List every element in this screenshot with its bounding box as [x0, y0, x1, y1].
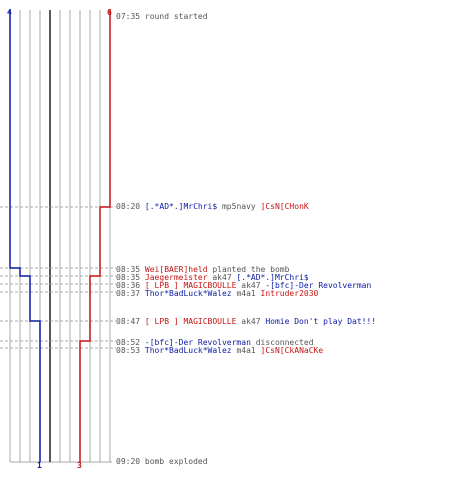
- weapon-name: m4a1: [231, 346, 261, 355]
- player-name: Wei[BAER]held: [144, 265, 208, 274]
- event-time: 08:35: [116, 273, 141, 282]
- event-text: bomb exploded: [144, 457, 208, 466]
- event-row: 08:36 [ LPB ] MAGICBOULLE ak47 -[bfc]-De…: [116, 281, 371, 290]
- ct-end-count: 1: [37, 461, 42, 470]
- attacker-name: [ LPB ] MAGICBOULLE: [144, 281, 237, 290]
- victim-name: Homie Don't play Dat!!!: [265, 317, 377, 326]
- attacker-name: Thor*BadLuck*Walez: [144, 289, 232, 298]
- event-time: 08:53: [116, 346, 141, 355]
- ct-alive-line: [9, 10, 41, 462]
- event-row: 08:35 Wei[BAER]held planted the bomb: [116, 265, 289, 274]
- victim-name: Intruder2030: [260, 289, 319, 298]
- event-text: disconnected: [250, 338, 314, 347]
- weapon-name: m4a1: [231, 289, 261, 298]
- player-name: -[bfc]-Der Revolverman: [144, 338, 251, 347]
- attacker-name: [ LPB ] MAGICBOULLE: [144, 317, 237, 326]
- event-time: 08:36: [116, 281, 141, 290]
- event-row: 08:20 [.*AD*.]MrChri$ mp5navy ]CsN[CHonK: [116, 202, 309, 211]
- event-row: 08:53 Thor*BadLuck*Walez m4a1 ]CsN[CkANa…: [116, 346, 323, 355]
- event-time: 08:52: [116, 338, 141, 347]
- attacker-name: Thor*BadLuck*Walez: [144, 346, 232, 355]
- event-time: 07:35: [116, 12, 141, 21]
- weapon-name: mp5navy: [217, 202, 261, 211]
- event-text: round started: [144, 12, 208, 21]
- t-start-count: 6: [107, 8, 112, 17]
- victim-name: -[bfc]-Der Revolverman: [265, 281, 372, 290]
- victim-name: [.*AD*.]MrChri$: [236, 273, 309, 282]
- weapon-name: ak47: [207, 273, 237, 282]
- weapon-name: ak47: [236, 317, 266, 326]
- victim-name: ]CsN[CkANaCKe: [260, 346, 324, 355]
- event-row: 08:35 Jaegermeister ak47 [.*AD*.]MrChri$: [116, 273, 309, 282]
- attacker-name: [.*AD*.]MrChri$: [144, 202, 218, 211]
- attacker-name: Jaegermeister: [144, 273, 208, 282]
- event-time: 08:35: [116, 265, 141, 274]
- event-guides: [0, 206, 116, 349]
- event-row: 07:35 round started: [116, 12, 208, 21]
- alive-count-graph: [0, 10, 116, 463]
- event-row: 08:52 -[bfc]-Der Revolverman disconnecte…: [116, 338, 314, 347]
- lane-grid: [9, 10, 112, 463]
- weapon-name: ak47: [236, 281, 266, 290]
- event-time: 09:20: [116, 457, 141, 466]
- ct-start-count: 4: [7, 8, 12, 17]
- event-row: 08:47 [ LPB ] MAGICBOULLE ak47 Homie Don…: [116, 317, 376, 326]
- t-alive-line: [79, 10, 111, 462]
- event-time: 08:20: [116, 202, 141, 211]
- t-end-count: 3: [77, 461, 82, 470]
- event-time: 08:47: [116, 317, 141, 326]
- victim-name: ]CsN[CHonK: [260, 202, 309, 211]
- event-text: planted the bomb: [207, 265, 290, 274]
- event-row: 08:37 Thor*BadLuck*Walez m4a1 Intruder20…: [116, 289, 318, 298]
- event-row: 09:20 bomb exploded: [116, 457, 208, 466]
- event-time: 08:37: [116, 289, 141, 298]
